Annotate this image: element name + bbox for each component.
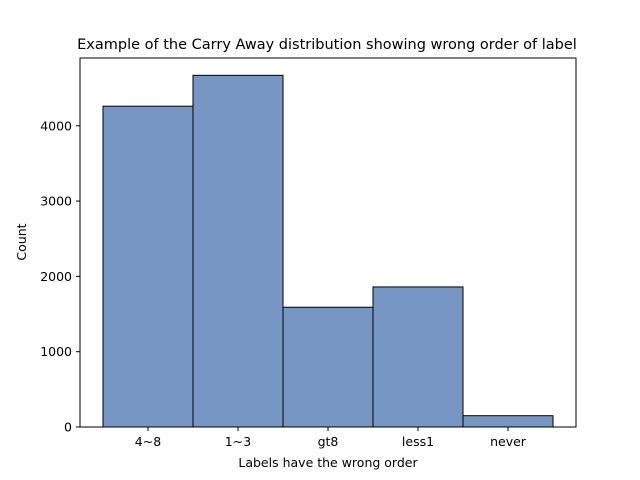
x-tick-label: gt8 [318,434,339,449]
bar-1 [192,74,284,428]
x-axis-label: Labels have the wrong order [238,455,418,470]
bar-4 [462,415,554,428]
bar-0 [102,105,194,428]
y-tick-label: 0 [64,420,72,435]
y-tick-label: 1000 [40,344,72,359]
y-axis-label: Count [14,223,29,260]
x-axis: 4~8 1~3 gt8 less1 never [135,427,527,449]
x-tick-label: 4~8 [135,434,161,449]
bars [102,74,554,428]
y-tick-label: 2000 [40,269,72,284]
y-tick-label: 3000 [40,194,72,209]
bar-3 [372,286,464,428]
x-tick-label: never [490,434,527,449]
y-axis: 0 1000 2000 3000 4000 [40,118,80,435]
y-tick-label: 4000 [40,118,72,133]
chart-title: Example of the Carry Away distribution s… [77,37,577,53]
bar-2 [282,306,374,428]
x-tick-label: less1 [402,434,434,449]
x-tick-label: 1~3 [225,434,251,449]
